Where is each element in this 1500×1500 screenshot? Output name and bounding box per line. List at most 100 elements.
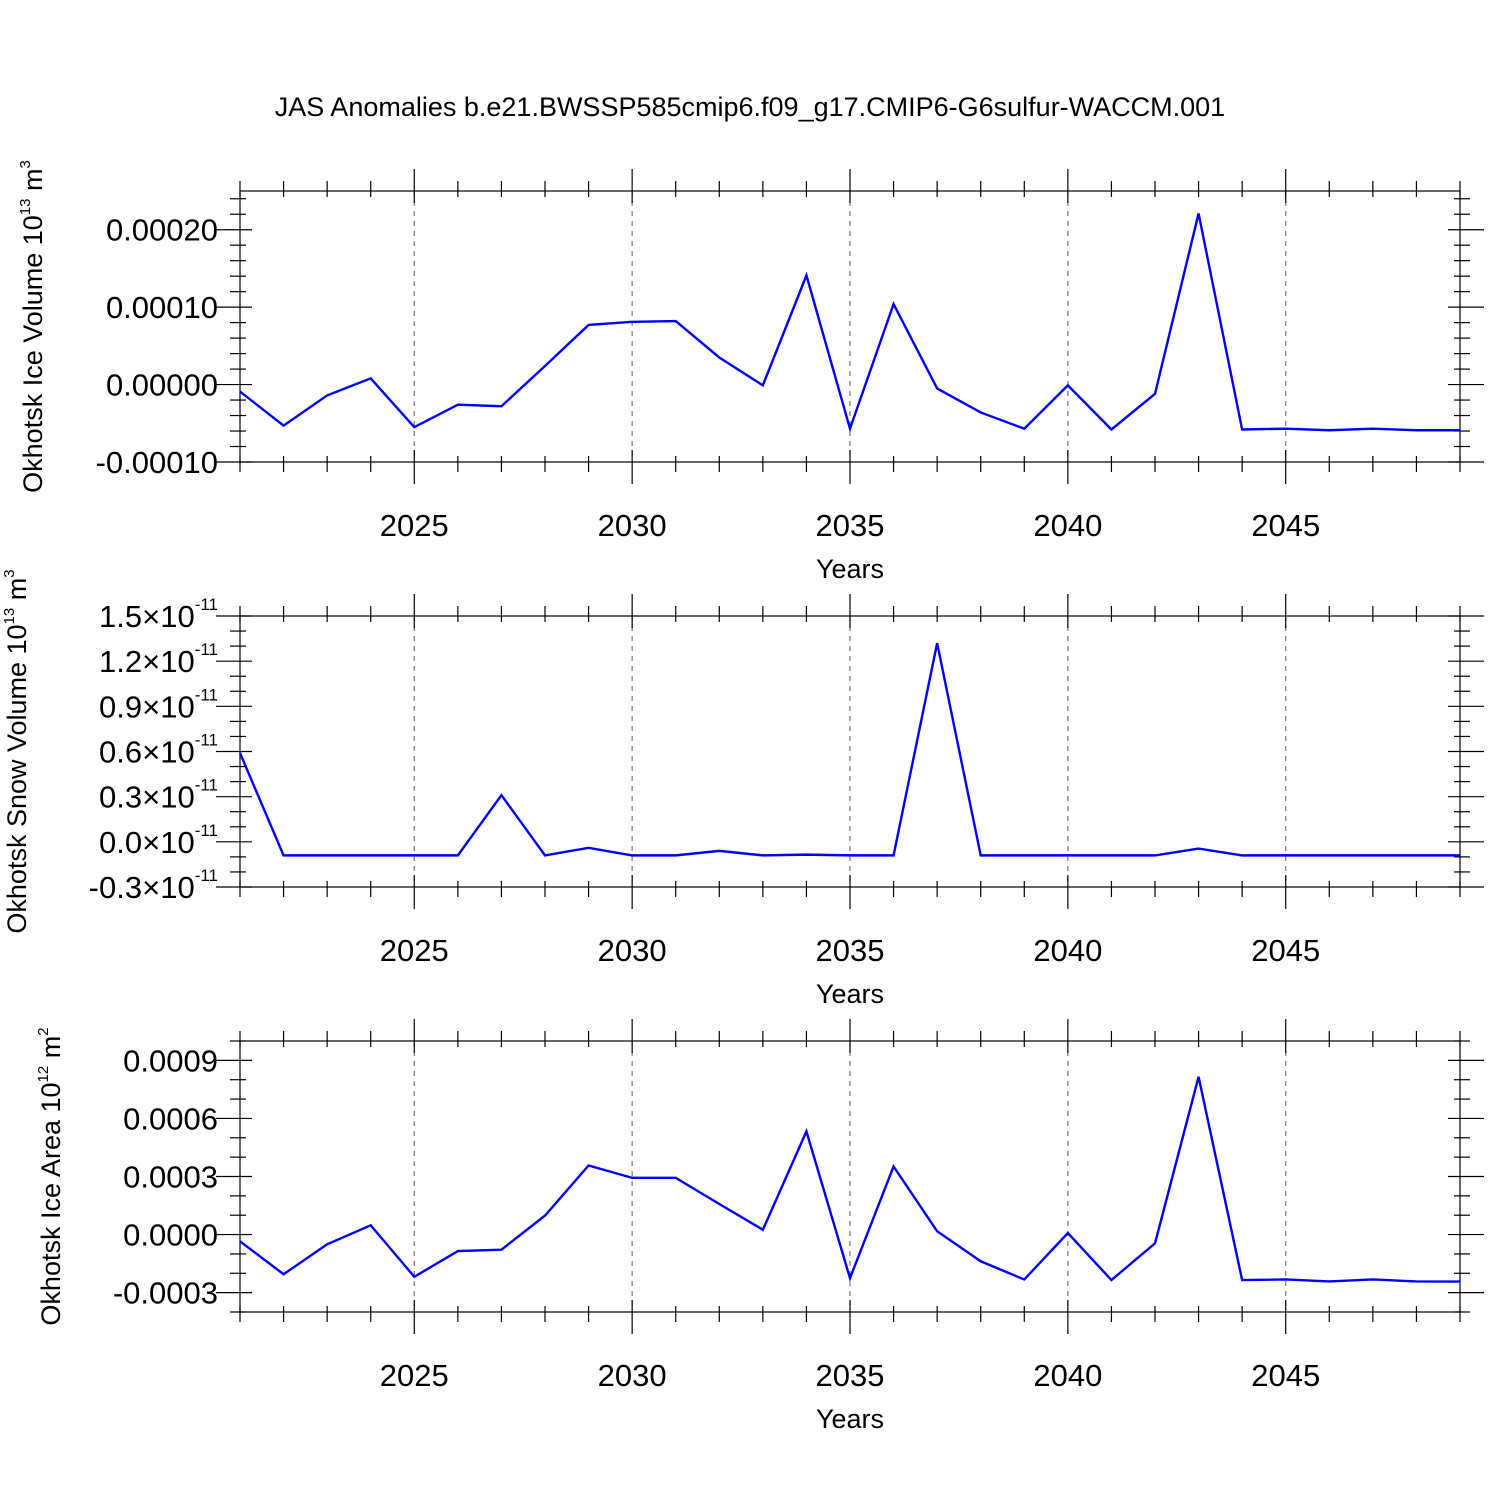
y-tick-value: 0.9 — [99, 689, 142, 724]
y-tick-value: 0.00020 — [106, 213, 218, 248]
x-axis-label: Years — [816, 554, 884, 584]
y-tick-value: 0.0000 — [123, 1218, 218, 1253]
data-point — [1065, 1231, 1070, 1236]
y-tick-label: -0.0003 — [113, 1276, 218, 1311]
y-tick-times: × — [142, 689, 160, 724]
y-tick-base: 10 — [160, 644, 194, 679]
data-point — [1370, 853, 1375, 858]
y-axis-label-unit: m — [36, 1036, 66, 1066]
y-tick-times: × — [142, 644, 160, 679]
y-tick-exponent: -11 — [195, 640, 218, 659]
data-point — [630, 319, 635, 324]
data-point — [1065, 383, 1070, 388]
data-point — [499, 1247, 504, 1252]
data-point — [1327, 1279, 1332, 1284]
data-point — [1022, 1277, 1027, 1282]
x-ticks — [239, 594, 1461, 909]
data-point — [1109, 427, 1114, 432]
x-tick-label: 2040 — [1033, 1358, 1102, 1393]
y-tick-value: 0.6 — [99, 735, 142, 770]
data-point — [1414, 853, 1419, 858]
y-tick-label: 0.00000 — [106, 368, 218, 403]
data-point — [586, 1163, 591, 1168]
y-tick-label: 1.5×10-11 — [99, 595, 218, 634]
data-point — [673, 853, 678, 858]
data-point — [1458, 853, 1463, 858]
y-tick-base: 10 — [160, 689, 194, 724]
y-axis-label-unit: m — [2, 578, 32, 608]
y-tick-value: -0.00010 — [96, 445, 218, 480]
y-tick-label: 0.9×10-11 — [99, 685, 218, 724]
y-tick-label: 0.0006 — [123, 1101, 218, 1136]
y-tick-value: -0.0003 — [113, 1276, 218, 1311]
y-tick-exponent: -11 — [195, 866, 218, 885]
plot-frame — [239, 190, 1461, 463]
y-axis-label-exponent: 13 — [1, 608, 18, 625]
y-axis-label: Okhotsk Ice Volume 1013 m3 — [17, 160, 48, 493]
y-ticks — [216, 198, 1484, 463]
y-axis-label-unit-exponent: 2 — [35, 1027, 52, 1035]
y-axis-label-exponent: 12 — [35, 1066, 52, 1083]
data-point — [630, 853, 635, 858]
data-point — [368, 376, 373, 381]
y-tick-base: 10 — [160, 825, 194, 860]
data-point — [848, 426, 853, 431]
data-point — [1153, 391, 1158, 396]
y-axis-label-text: Okhotsk Snow Volume 10 — [2, 624, 32, 933]
y-tick-label: 0.0009 — [123, 1043, 218, 1078]
series-line — [238, 642, 1460, 857]
data-point — [1414, 428, 1419, 433]
data-point — [586, 322, 591, 327]
data-point — [1065, 853, 1070, 858]
data-point — [1153, 853, 1158, 858]
data-point — [412, 425, 417, 430]
y-tick-times: × — [142, 780, 160, 815]
y-tick-label: 0.00020 — [106, 213, 218, 248]
data-point — [1370, 1277, 1375, 1282]
y-tick-exponent: -11 — [195, 776, 218, 795]
data-point — [1196, 846, 1201, 851]
data-point — [848, 853, 853, 858]
data-point — [368, 1223, 373, 1228]
y-tick-exponent: -11 — [195, 685, 218, 704]
x-tick-label: 2030 — [598, 1358, 667, 1393]
y-tick-base: 10 — [160, 780, 194, 815]
data-point — [978, 410, 983, 415]
y-ticks — [216, 615, 1484, 888]
data-point — [325, 853, 330, 858]
data-point — [760, 1227, 765, 1232]
data-point — [1283, 1277, 1288, 1282]
y-tick-exponent: -11 — [195, 821, 218, 840]
data-point — [1283, 853, 1288, 858]
x-tick-label: 2025 — [380, 508, 449, 543]
data-point — [673, 1175, 678, 1180]
data-point — [978, 853, 983, 858]
data-point — [1327, 428, 1332, 433]
x-tick-label: 2040 — [1033, 508, 1102, 543]
series-line — [239, 1076, 1461, 1283]
y-tick-value: 0.00000 — [106, 368, 218, 403]
data-point — [1458, 1279, 1463, 1284]
x-tick-label: 2030 — [598, 933, 667, 968]
data-point — [1109, 1278, 1114, 1283]
data-point — [499, 404, 504, 409]
data-point — [1240, 853, 1245, 858]
y-tick-base: 10 — [160, 735, 194, 770]
y-axis-label-text: Okhotsk Ice Volume 10 — [18, 215, 48, 493]
data-point — [325, 1242, 330, 1247]
data-point — [1283, 426, 1288, 431]
series-line — [239, 213, 1460, 433]
y-tick-label: 0.0×10-11 — [99, 821, 218, 860]
data-point — [455, 402, 460, 407]
grid-lines — [413, 1041, 1287, 1312]
data-point — [238, 1239, 243, 1244]
y-axis-label-unit: m — [18, 169, 48, 199]
data-point — [935, 641, 940, 646]
data-point — [760, 383, 765, 388]
data-point — [935, 1229, 940, 1234]
y-tick-label: 0.00010 — [106, 290, 218, 325]
data-point — [281, 1272, 286, 1277]
chart-title: JAS Anomalies b.e21.BWSSP585cmip6.f09_g1… — [275, 92, 1225, 122]
y-tick-exponent: -11 — [195, 731, 218, 750]
data-point — [325, 393, 330, 398]
